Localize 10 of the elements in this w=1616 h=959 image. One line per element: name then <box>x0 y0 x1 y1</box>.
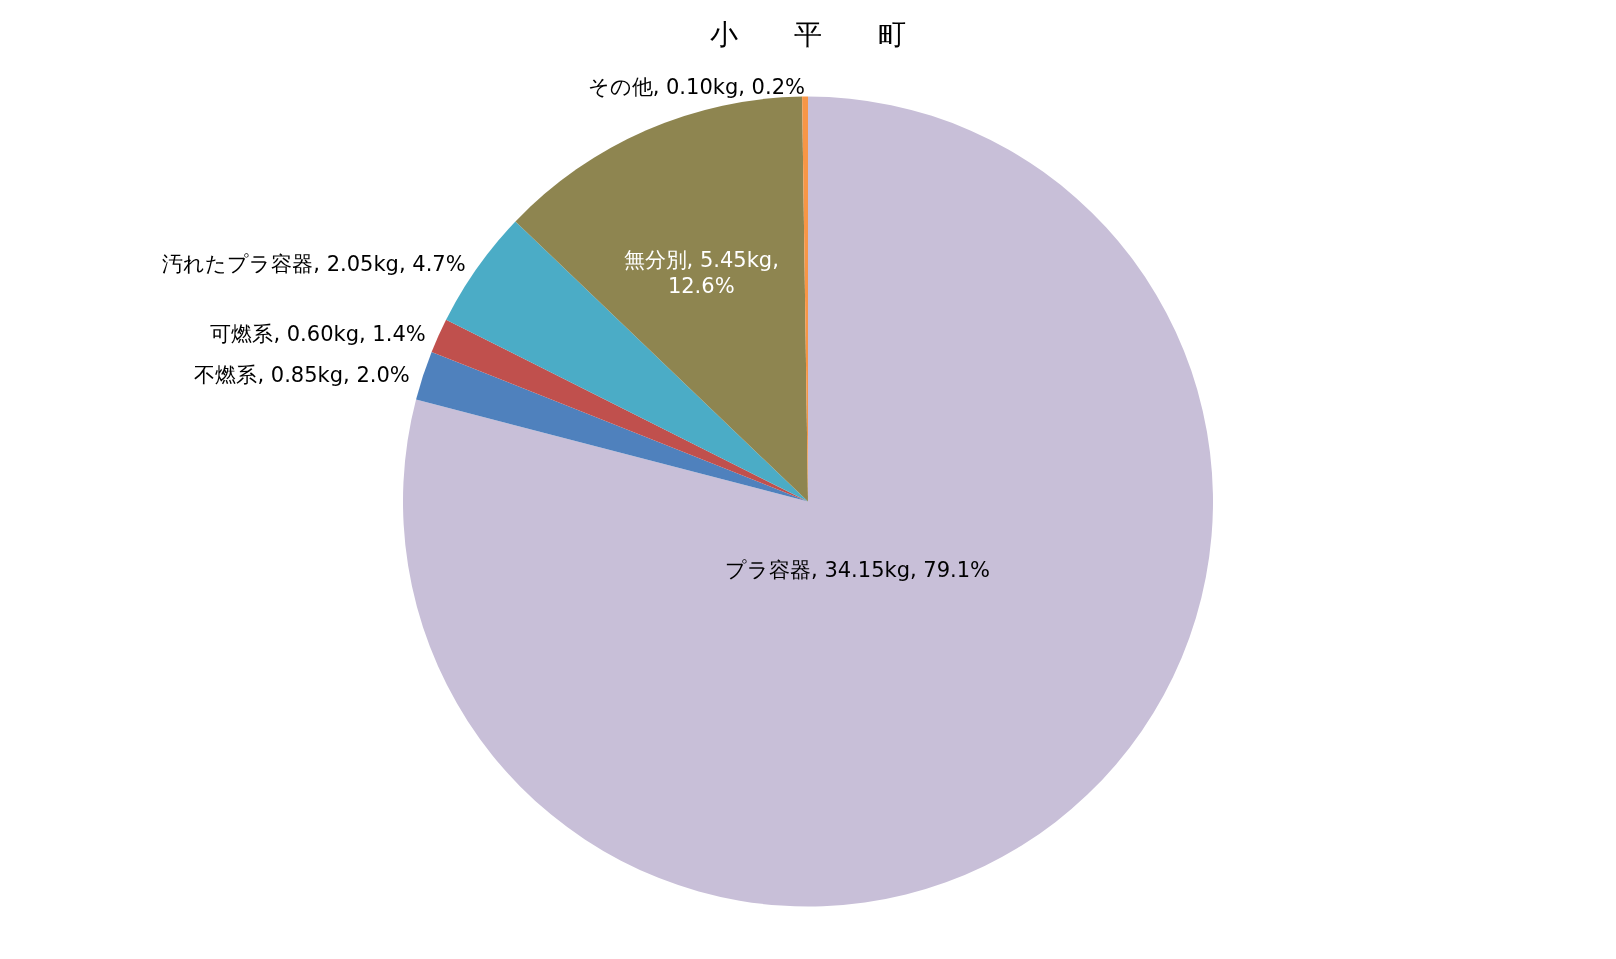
pie-slice <box>515 96 808 502</box>
slice-label: その他, 0.10kg, 0.2% <box>587 74 805 99</box>
slice-label: 不燃系, 0.85kg, 2.0% <box>194 363 410 388</box>
slice-label: プラ容器, 34.15kg, 79.1% <box>725 557 991 582</box>
slice-label: 可燃系, 0.60kg, 1.4% <box>210 321 426 346</box>
pie-slice <box>431 319 808 502</box>
slice-label: 汚れたプラ容器, 2.05kg, 4.7% <box>162 251 466 276</box>
pie-slice <box>416 351 808 502</box>
slice-label: 無分別, 5.45kg, 12.6% <box>623 248 779 299</box>
chart-title: 小 平 町 <box>710 18 906 51</box>
